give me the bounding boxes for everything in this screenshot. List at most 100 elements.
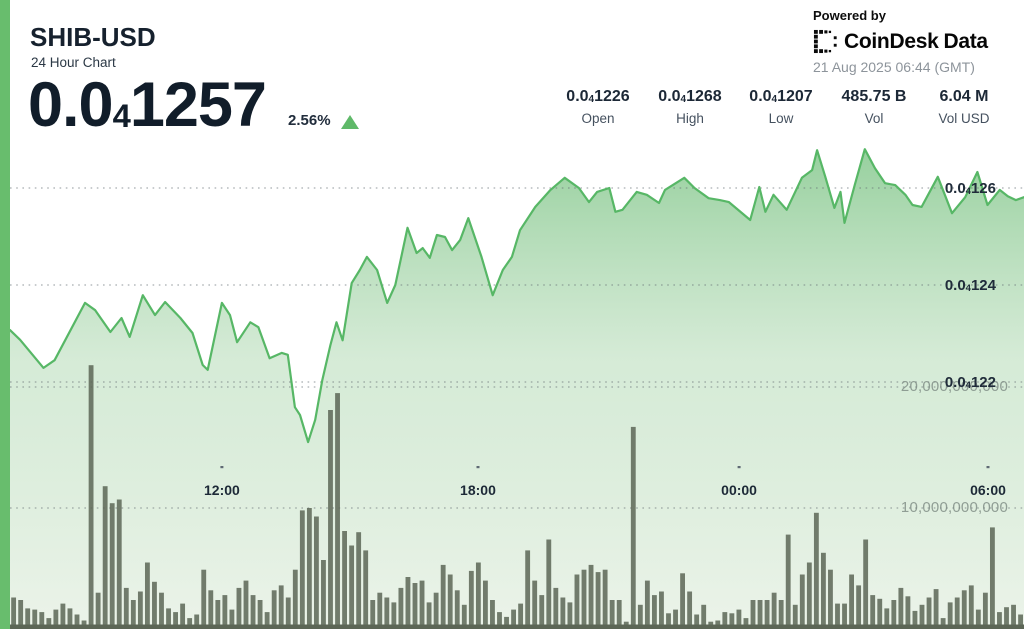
volume-bar xyxy=(835,603,840,629)
volume-bar xyxy=(116,499,122,629)
volume-bar xyxy=(180,603,186,629)
volume-bar xyxy=(257,600,263,629)
stat-low: 0.041207 Low xyxy=(726,88,836,126)
volume-bar xyxy=(898,587,904,629)
volume-bar xyxy=(285,597,291,629)
volume-bar xyxy=(560,597,566,629)
volume-bar xyxy=(342,531,347,629)
volume-bar xyxy=(771,592,777,629)
volume-bar xyxy=(947,602,953,629)
volume-bar xyxy=(588,564,594,629)
volume-bar xyxy=(968,585,974,629)
volume-bar xyxy=(659,591,664,629)
price-subscript: 4 xyxy=(112,96,131,134)
volume-bar xyxy=(581,569,587,629)
volume-bar xyxy=(743,618,749,629)
volume-bar xyxy=(863,539,869,629)
volume-bar xyxy=(243,580,249,629)
volume-bar xyxy=(940,618,946,629)
volume-bar xyxy=(673,609,678,629)
left-accent-bar xyxy=(0,0,10,629)
volume-bar xyxy=(60,603,66,629)
volume-bar xyxy=(454,590,460,629)
volume-bar xyxy=(595,572,601,629)
volume-bar xyxy=(511,609,516,629)
volume-bar xyxy=(933,589,939,629)
volume-bar xyxy=(306,508,312,629)
coindesk-logo-icon xyxy=(813,29,837,54)
volume-bar xyxy=(961,590,967,629)
volume-bar xyxy=(820,552,826,629)
volume-bar xyxy=(328,410,333,629)
volume-bar xyxy=(377,592,383,629)
x-axis-tick xyxy=(476,466,480,469)
price-line xyxy=(8,148,1024,444)
volume-bar xyxy=(278,585,284,629)
price-change-percent: 2.56% xyxy=(288,112,331,129)
volume-bar xyxy=(321,560,326,629)
volume-bar xyxy=(475,562,481,629)
stat-volume-usd: 6.04 M Vol USD xyxy=(909,88,1019,126)
powered-by-label: Powered by xyxy=(813,8,886,23)
volume-bar xyxy=(74,614,80,629)
volume-bar xyxy=(736,609,742,629)
x-axis-label: 00:00 xyxy=(721,482,757,498)
volume-bar xyxy=(553,587,559,629)
volume-bar xyxy=(609,600,615,629)
volume-bar xyxy=(504,616,509,629)
volume-bar xyxy=(602,569,608,629)
volume-bar xyxy=(222,595,228,629)
y-axis-label-volume: 10,000,000,000 xyxy=(900,499,1008,516)
volume-bar xyxy=(215,600,221,629)
volume-bar xyxy=(954,597,960,629)
volume-bar xyxy=(398,587,404,629)
volume-baseline xyxy=(10,624,1024,629)
volume-bar xyxy=(32,609,38,629)
volume-bar xyxy=(722,612,728,629)
volume-bar xyxy=(102,486,108,629)
stat-low-value: 0.041207 xyxy=(749,88,813,105)
volume-bar xyxy=(518,603,524,629)
volume-bar xyxy=(201,569,207,629)
stat-open: 0.041226 Open xyxy=(543,88,653,126)
x-axis-tick xyxy=(220,466,224,469)
volume-bar xyxy=(757,600,763,629)
volume-bar xyxy=(792,604,798,629)
volume-bar xyxy=(630,426,636,629)
stat-low-label: Low xyxy=(768,111,794,126)
stat-volume-label: Vol xyxy=(864,111,884,126)
volume-bar xyxy=(447,574,453,629)
volume-bar xyxy=(468,570,474,629)
volume-bar xyxy=(849,574,854,629)
volume-bar xyxy=(616,600,622,629)
volume-bar xyxy=(694,614,700,629)
volume-bar xyxy=(856,585,862,629)
volume-bar xyxy=(975,609,981,629)
volume-bar xyxy=(490,600,495,629)
volume-bar xyxy=(271,590,277,629)
volume-bar xyxy=(1011,604,1016,629)
volume-bar xyxy=(497,612,502,629)
volume-bar xyxy=(870,595,876,629)
volume-bar xyxy=(25,608,31,629)
volume-bar xyxy=(525,550,531,629)
volume-bar xyxy=(574,574,580,629)
volume-bar xyxy=(46,618,52,629)
volume-bar xyxy=(405,577,411,629)
volume-bar xyxy=(335,393,340,629)
volume-bar xyxy=(687,591,693,629)
volume-bar xyxy=(11,597,17,629)
x-axis-label: 12:00 xyxy=(204,482,240,498)
volume-bar xyxy=(159,592,164,629)
coindesk-data-logo: CoinDesk Data xyxy=(813,29,1013,54)
volume-bar xyxy=(152,581,157,629)
x-axis-label: 18:00 xyxy=(460,482,496,498)
volume-bar xyxy=(356,532,362,629)
x-axis-tick xyxy=(986,466,990,469)
volume-bar xyxy=(299,510,305,629)
volume-bar xyxy=(264,612,270,629)
current-price: 0.041257 xyxy=(28,70,267,140)
volume-bar xyxy=(1004,607,1009,629)
volume-bar xyxy=(926,597,932,629)
